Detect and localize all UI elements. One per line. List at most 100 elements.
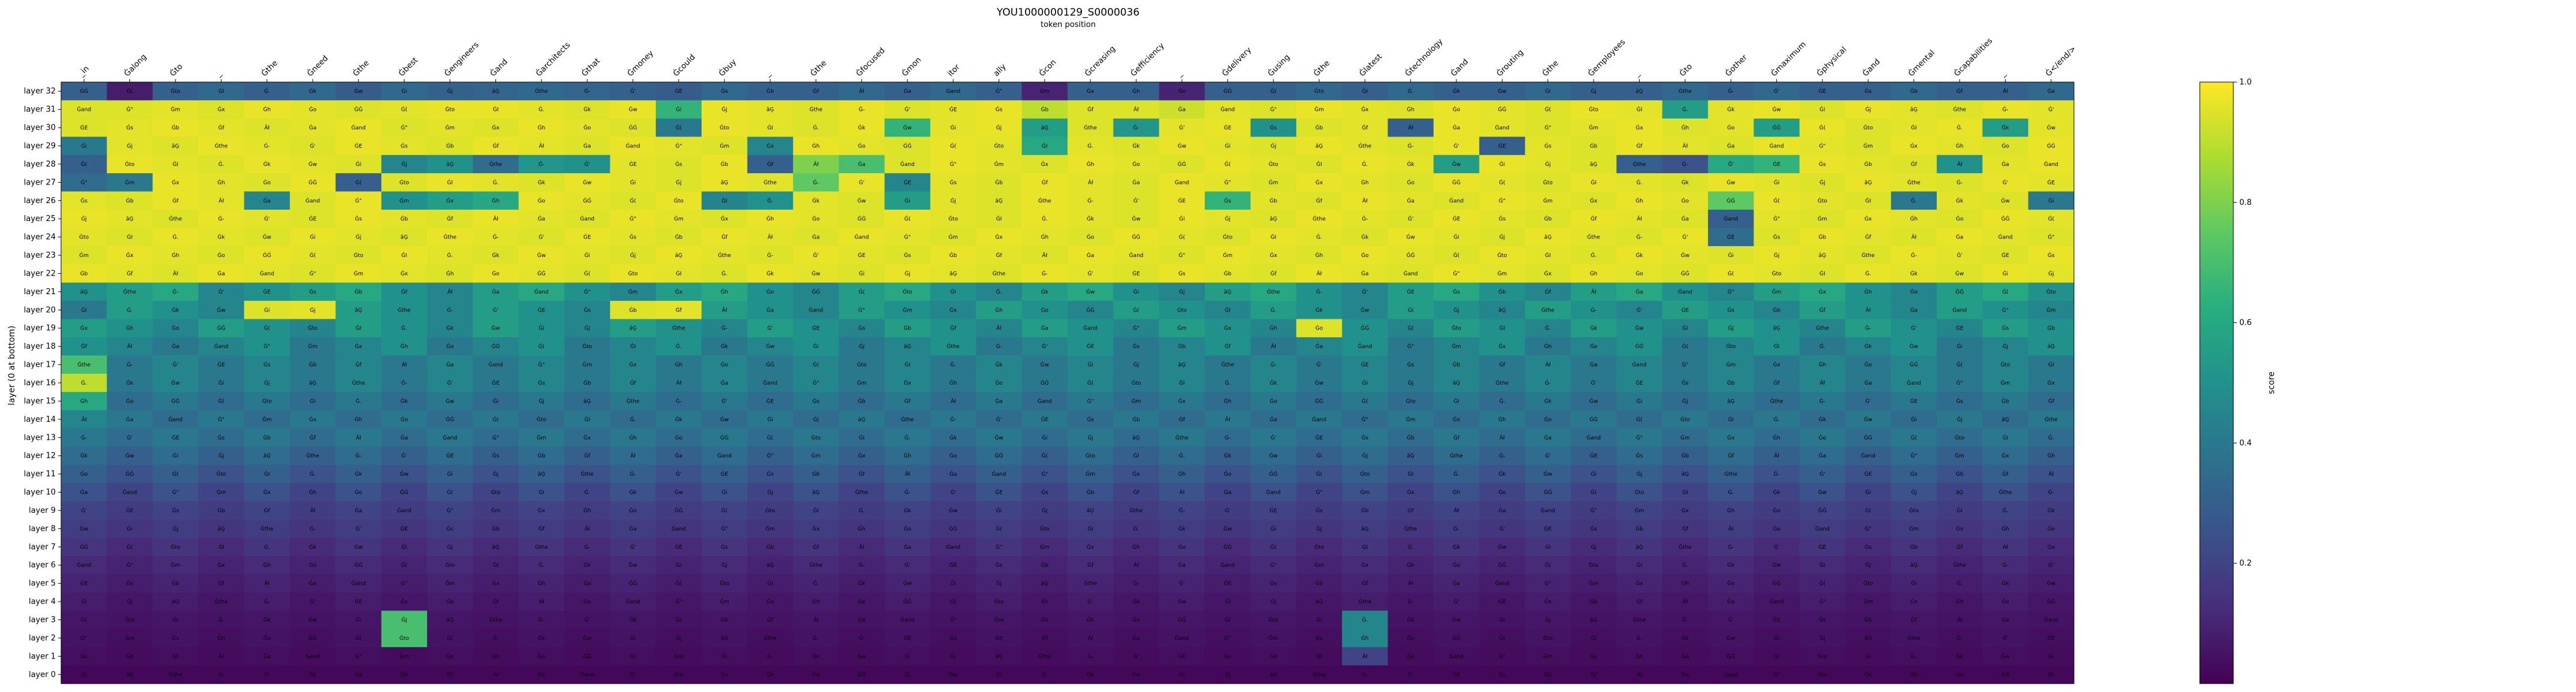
cell-token-label: Ġi	[584, 252, 589, 259]
cell-token-label: Ġ"	[630, 672, 636, 678]
heatmap-cell	[1113, 155, 1160, 174]
cell-token-label: Ġk	[355, 471, 362, 478]
heatmap-cell	[1616, 519, 1663, 539]
heatmap-cell	[1113, 647, 1160, 666]
heatmap-cell	[473, 410, 519, 429]
heatmap-cell	[335, 501, 382, 520]
cell-token-label: Ġthe	[398, 307, 411, 313]
cell-token-label: Âł	[1774, 452, 1779, 460]
cell-token-label: ĠĠ	[1269, 471, 1278, 478]
cell-token-label: Ġto	[1314, 88, 1325, 95]
cell-token-label: ĠE	[80, 125, 88, 131]
cell-token-label: Ġto	[353, 252, 364, 259]
heatmap-cell	[1479, 628, 1526, 648]
heatmap-cell	[381, 191, 428, 210]
cell-token-label: Ġf	[1591, 216, 1597, 222]
cell-token-label: Ġf	[173, 653, 179, 660]
heatmap-cell	[1296, 410, 1343, 429]
cell-token-label: Âł	[2003, 87, 2008, 95]
cell-token-label: Ġb	[629, 307, 637, 313]
heatmap-cell	[1845, 100, 1892, 119]
cell-token-label: Ġ"	[584, 289, 591, 295]
cell-token-label: Ġf	[126, 270, 133, 277]
heatmap-cell	[335, 446, 382, 466]
heatmap-cell	[1113, 82, 1160, 101]
x-tick-label: Ġphysical	[1815, 44, 1849, 78]
cell-token-label: Âł	[539, 142, 544, 149]
heatmap-cell	[1753, 483, 1800, 502]
cell-token-label: Ġs	[1636, 453, 1643, 460]
heatmap-cell	[1662, 537, 1709, 557]
heatmap-cell	[61, 228, 107, 247]
cell-token-label: Ġm	[1223, 252, 1232, 259]
cell-token-label: Ġk	[1041, 289, 1049, 295]
cell-token-label: Ġx	[126, 252, 134, 259]
cell-token-label: Ġa	[858, 617, 866, 624]
cell-token-label: Ġf	[401, 289, 408, 295]
heatmap-cell	[1021, 282, 1068, 301]
cell-token-label: Ġx	[1544, 270, 1552, 277]
heatmap-cell	[1479, 228, 1526, 247]
cell-token-label: Ġand	[1586, 434, 1601, 441]
heatmap-cell	[1296, 574, 1343, 593]
cell-token-label: ĠĠ	[994, 453, 1003, 460]
heatmap-cell	[1662, 319, 1709, 338]
cell-token-label: Ġthe	[1084, 581, 1097, 587]
cell-token-label: Ġh	[1224, 398, 1232, 404]
cell-token-label: ĠE	[766, 398, 774, 404]
heatmap-cell	[1342, 191, 1389, 210]
heatmap-cell	[152, 82, 199, 101]
heatmap-cell	[1616, 464, 1663, 484]
heatmap-cell	[1205, 428, 1251, 447]
heatmap-cell	[1433, 264, 1480, 283]
heatmap-cell	[564, 209, 610, 228]
heatmap-cell	[289, 665, 336, 684]
heatmap-cell	[1250, 282, 1297, 301]
cell-token-label: ĠE	[2047, 635, 2055, 642]
heatmap-cell	[198, 665, 244, 684]
y-tick-label: layer 0	[29, 670, 56, 679]
cell-token-label: ĠI	[1271, 234, 1277, 241]
heatmap-cell	[1296, 592, 1343, 611]
cell-token-label: Ġi	[1316, 453, 1322, 460]
heatmap-cell	[1159, 155, 1205, 174]
heatmap-cell	[1753, 209, 1800, 228]
cell-token-label: Ġh	[217, 635, 225, 642]
cell-token-label: Ġh	[1910, 216, 1918, 222]
cell-token-label: ĠI	[996, 216, 1002, 222]
cell-token-label: Ġand	[443, 434, 457, 441]
heatmap-cell	[198, 628, 244, 648]
heatmap-cell	[1571, 191, 1617, 210]
cell-token-label: Ġ-	[1087, 653, 1093, 660]
heatmap-cell	[1433, 373, 1480, 392]
y-tick-label: layer 18	[24, 342, 56, 351]
cell-token-label: Ġw	[994, 434, 1003, 441]
heatmap-cell	[1662, 209, 1709, 228]
heatmap-cell	[930, 373, 976, 392]
heatmap-cell	[2028, 501, 2075, 520]
heatmap-cell	[198, 264, 244, 283]
heatmap-cell	[107, 611, 153, 630]
heatmap-cell	[381, 228, 428, 247]
cell-token-label: Ġthe	[1358, 599, 1371, 605]
cell-token-label: Ġ.	[218, 617, 224, 624]
heatmap-cell	[289, 264, 336, 283]
heatmap-cell	[564, 337, 610, 356]
heatmap-cell	[473, 501, 519, 520]
heatmap-cell	[1845, 246, 1892, 265]
heatmap-cell	[518, 392, 565, 411]
cell-token-label: Ġx	[1864, 216, 1872, 222]
cell-token-label: Ġf	[1362, 125, 1368, 131]
cell-token-label: Ġo	[1224, 471, 1232, 478]
heatmap-cell	[564, 556, 610, 575]
heatmap-cell	[1525, 337, 1571, 356]
heatmap-cell	[244, 665, 291, 684]
heatmap-cell	[564, 155, 610, 174]
heatmap-cell	[1250, 611, 1297, 630]
heatmap-cell	[1387, 501, 1434, 520]
cell-token-label: Ġs	[355, 672, 362, 678]
heatmap-cell	[793, 319, 839, 338]
cell-token-label: Ġj	[722, 107, 727, 113]
heatmap-cell	[793, 355, 839, 374]
heatmap-cell	[1387, 100, 1434, 119]
